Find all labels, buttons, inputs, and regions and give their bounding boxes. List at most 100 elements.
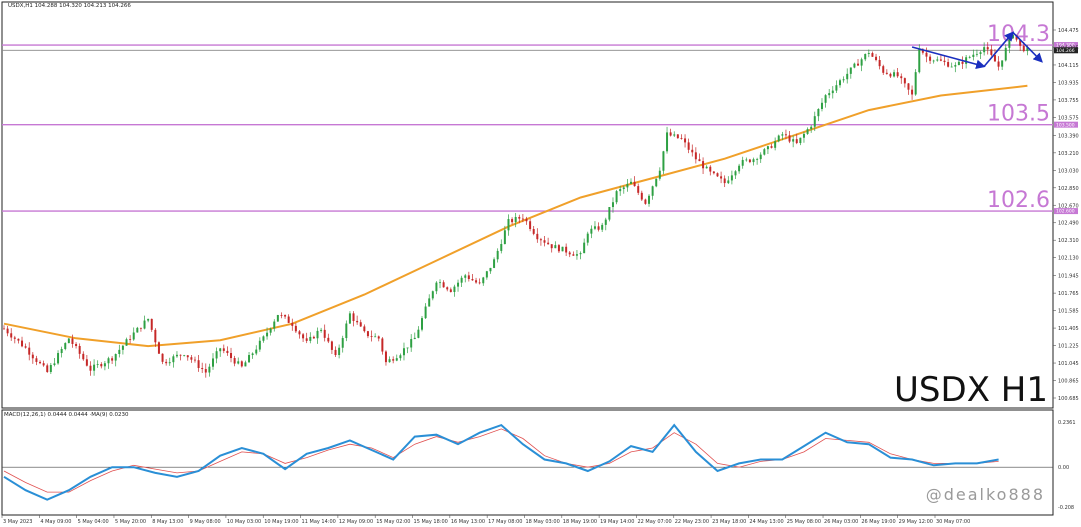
- candle-body: [666, 132, 669, 152]
- x-tick-label: 25 May 08:00: [787, 519, 821, 525]
- candle-body: [82, 353, 85, 360]
- candle-body: [766, 146, 769, 150]
- candle-body: [860, 59, 863, 66]
- candle-body: [691, 149, 694, 153]
- candle-body: [842, 79, 845, 81]
- candle-body: [727, 180, 730, 184]
- candle-body: [839, 80, 841, 86]
- y-tick-label: 102.130: [1058, 256, 1079, 262]
- candle-body: [875, 56, 878, 61]
- candle-body: [230, 353, 233, 359]
- candle-body: [10, 333, 13, 338]
- candle-body: [648, 195, 651, 204]
- candle-body: [381, 338, 384, 352]
- candle-body: [925, 52, 928, 57]
- candle-body: [950, 66, 953, 68]
- candle-body: [49, 365, 52, 372]
- candle-body: [929, 56, 932, 61]
- candle-body: [377, 336, 380, 339]
- x-tick-label: 5 May 20:00: [115, 519, 146, 525]
- candle-body: [284, 315, 287, 317]
- macd-main-line: [3, 423, 999, 501]
- candle-body: [673, 134, 676, 136]
- candle-body: [579, 253, 582, 255]
- y-tick-label: 101.045: [1058, 361, 1079, 367]
- candle-body: [802, 133, 805, 138]
- candle-body: [460, 277, 463, 283]
- candle-body: [738, 165, 741, 172]
- candle-body: [93, 364, 96, 371]
- candle-body: [597, 226, 600, 230]
- candle-body: [889, 73, 892, 77]
- candle-body: [554, 245, 557, 249]
- candle-body: [687, 142, 690, 150]
- candle-body: [118, 349, 121, 355]
- candle-body: [78, 345, 81, 354]
- candle-body: [947, 62, 950, 67]
- forecast-arrow: [983, 31, 1015, 67]
- candle-body: [734, 171, 737, 176]
- candle-body: [615, 191, 618, 203]
- candle-body: [1004, 47, 1007, 61]
- candle-body: [233, 358, 236, 364]
- candle-body: [179, 354, 182, 356]
- candle-body: [46, 365, 49, 372]
- symbol-header: USDX,H1 104.288 104.320 104.213 104.266: [8, 3, 131, 9]
- candle-body: [792, 139, 795, 142]
- candle-body: [237, 361, 240, 364]
- candle-body: [3, 328, 5, 330]
- y-tick-label: 100.865: [1058, 379, 1079, 385]
- candle-body: [684, 138, 687, 143]
- candle-body: [882, 66, 885, 73]
- candle-body: [983, 47, 986, 53]
- candle-body: [1022, 45, 1025, 52]
- candle-body: [276, 314, 279, 322]
- candle-body: [575, 254, 578, 256]
- candle-body: [1015, 34, 1018, 40]
- candle-body: [900, 76, 903, 79]
- y-tick-label: 103.030: [1058, 168, 1079, 174]
- candle-body: [694, 152, 697, 160]
- candle-body: [89, 365, 92, 371]
- candle-body: [608, 207, 611, 220]
- candle-body: [619, 189, 622, 192]
- candle-body: [125, 339, 128, 346]
- candle-body: [103, 363, 106, 367]
- candle-body: [961, 61, 964, 64]
- candle-body: [784, 134, 787, 136]
- candle-body: [914, 72, 917, 95]
- x-tick-label: 10 May 19:00: [264, 519, 298, 525]
- level-label: 102.6: [987, 188, 1050, 213]
- candle-body: [539, 239, 542, 241]
- candle-body: [662, 151, 665, 171]
- y-tick-label: 103.575: [1058, 115, 1079, 121]
- time-axis: 3 May 2023 4 May 09:00 5 May 04:00 5 May 20…: [1, 515, 970, 525]
- candle-body: [507, 219, 510, 231]
- macd-y-tick-label: -0.208: [1058, 505, 1074, 511]
- x-tick-label: 26 May 19:00: [861, 519, 895, 525]
- candle-body: [266, 332, 269, 337]
- candle-body: [287, 316, 290, 323]
- candle-body: [208, 366, 211, 373]
- candle-body: [482, 277, 485, 284]
- x-tick-label: 17 May 08:00: [488, 519, 522, 525]
- macd-signal-line: [3, 428, 999, 493]
- candle-body: [294, 325, 297, 332]
- y-tick-label: 101.945: [1058, 274, 1079, 280]
- y-tick-label: 103.390: [1058, 133, 1079, 139]
- candle-body: [759, 154, 762, 160]
- level-label: 104.3: [987, 22, 1050, 47]
- candle-body: [849, 67, 852, 74]
- candle-body: [557, 245, 560, 252]
- forecast-arrows: [911, 31, 1043, 69]
- candle-body: [248, 355, 251, 363]
- candle-body: [1026, 47, 1029, 52]
- candle-body: [990, 49, 993, 55]
- candle-body: [611, 202, 614, 208]
- candle-body: [251, 353, 254, 356]
- candle-body: [305, 338, 308, 341]
- candle-body: [975, 53, 978, 55]
- candle-body: [698, 159, 701, 162]
- level-price-box: [1054, 208, 1078, 215]
